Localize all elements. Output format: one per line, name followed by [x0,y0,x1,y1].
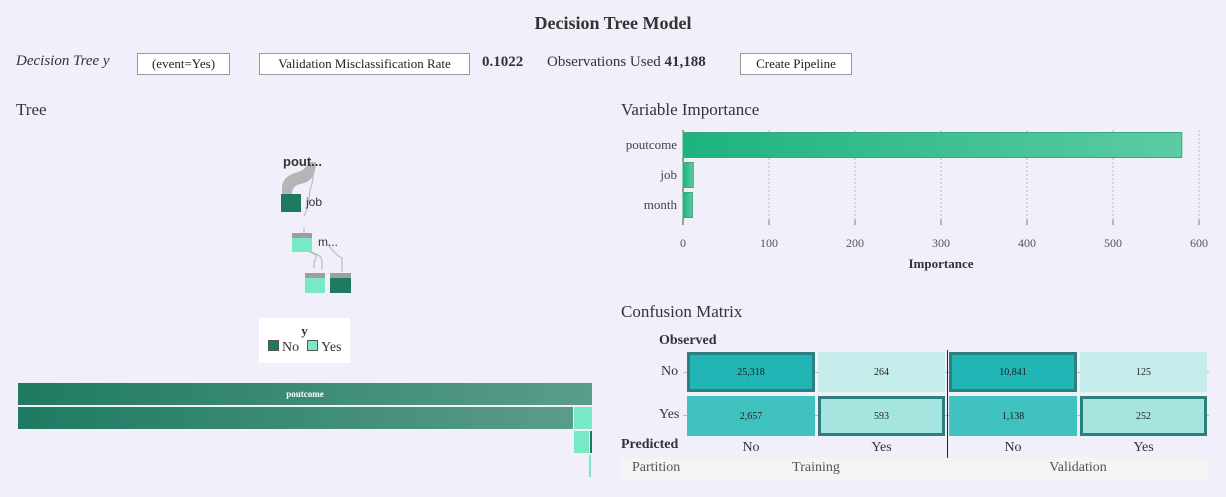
variable-importance-title: Variable Importance [621,100,760,119]
cm-validation-no-yes[interactable]: 125 [1080,352,1207,392]
row-guide-yes [683,415,1209,416]
category-label-job: job [659,167,677,182]
icicle-root[interactable]: poutcome [18,383,592,405]
cm-training-no-yes[interactable]: 264 [818,352,945,392]
partition-validation: Validation [1049,460,1107,475]
x-tick-label: 500 [1104,236,1122,250]
cm-training-yes-yes[interactable]: 593 [818,396,945,436]
legend-title: y [301,323,308,338]
metric-selector-button[interactable]: Validation Misclassification Rate [259,53,470,75]
partition-training: Training [792,460,840,475]
tree-leaf-1[interactable] [305,278,325,293]
link-job-to-month [303,161,315,217]
col-label-training-no: No [742,440,760,455]
observations-value: 41,188 [664,54,706,70]
importance-bar-job[interactable] [682,162,694,188]
create-pipeline-button[interactable]: Create Pipeline [740,53,852,75]
partition-divider [947,350,948,479]
cm-training-yes-no[interactable]: 2,657 [687,396,815,436]
col-label-training-yes: Yes [871,440,892,455]
x-tick-label: 400 [1018,236,1036,250]
cm-training-no-no[interactable]: 25,318 [687,352,815,392]
variable-importance-chart[interactable]: 0 100 200 300 400 500 600 poutcome job month Impor… [621,125,1221,295]
tree-node-month[interactable] [292,238,312,252]
tree-leaf-1-header [305,273,325,278]
x-axis-title: Importance [909,256,974,271]
model-label: Decision Tree y [16,53,110,69]
tree-legend: y No Yes [259,318,350,363]
tree-node-month-label: m... [318,235,338,249]
tree-node-job[interactable] [281,194,301,212]
importance-bar-poutcome[interactable] [682,132,1183,158]
legend-label-no: No [282,340,300,355]
link-to-right-leaf [327,243,343,272]
tree-section-title: Tree [16,100,47,119]
confusion-matrix-title: Confusion Matrix [621,302,743,321]
page-title: Decision Tree Model [534,13,692,33]
row-label-no: No [661,364,679,379]
tree-root-label: pout... [283,154,322,169]
metric-value: 0.1022 [482,54,524,70]
tree-diagram[interactable] [270,150,370,300]
icicle-level4-yes[interactable] [589,455,591,477]
cm-validation-no-no[interactable]: 10,841 [949,352,1077,392]
x-tick-label: 200 [846,236,864,250]
category-label-poutcome: poutcome [626,137,677,152]
predicted-label: Predicted [621,437,679,452]
legend-label-yes: Yes [321,340,342,355]
legend-swatch-no [267,340,279,351]
icicle-level3-yes[interactable] [574,431,589,453]
event-button[interactable]: (event=Yes) [137,53,230,75]
tree-node-job-label: job [306,195,323,209]
icicle-level3-no[interactable] [590,431,592,453]
observed-label: Observed [659,333,717,348]
x-tick-label: 300 [932,236,950,250]
tree-leaf-2-header [330,273,351,278]
col-label-validation-yes: Yes [1133,440,1154,455]
col-label-validation-no: No [1004,440,1022,455]
tree-node-month-header [292,233,312,238]
x-tick-label: 100 [760,236,778,250]
legend-item-no[interactable]: No [267,340,300,356]
icicle-root-label: poutcome [286,389,324,399]
category-label-month: month [644,197,678,212]
importance-bar-month[interactable] [682,192,693,218]
legend-swatch-yes [307,340,319,351]
legend-item-yes[interactable]: Yes [307,340,341,356]
cm-validation-yes-no[interactable]: 1,138 [949,396,1077,436]
tree-leaf-2[interactable] [330,278,351,293]
x-tick-label: 0 [680,236,686,250]
icicle-level2-yes[interactable] [574,407,592,429]
partition-bar [621,458,1209,480]
x-tick-label: 600 [1190,236,1208,250]
row-guide-no [683,372,1209,373]
observations-used: Observations Used 41,188 [547,54,706,71]
root-link-to-job [282,162,316,194]
row-label-yes: Yes [659,407,680,422]
partition-label: Partition [632,460,681,475]
icicle-level2-no[interactable] [18,407,573,429]
cm-validation-yes-yes[interactable]: 252 [1080,396,1207,436]
observations-label: Observations Used [547,54,661,70]
